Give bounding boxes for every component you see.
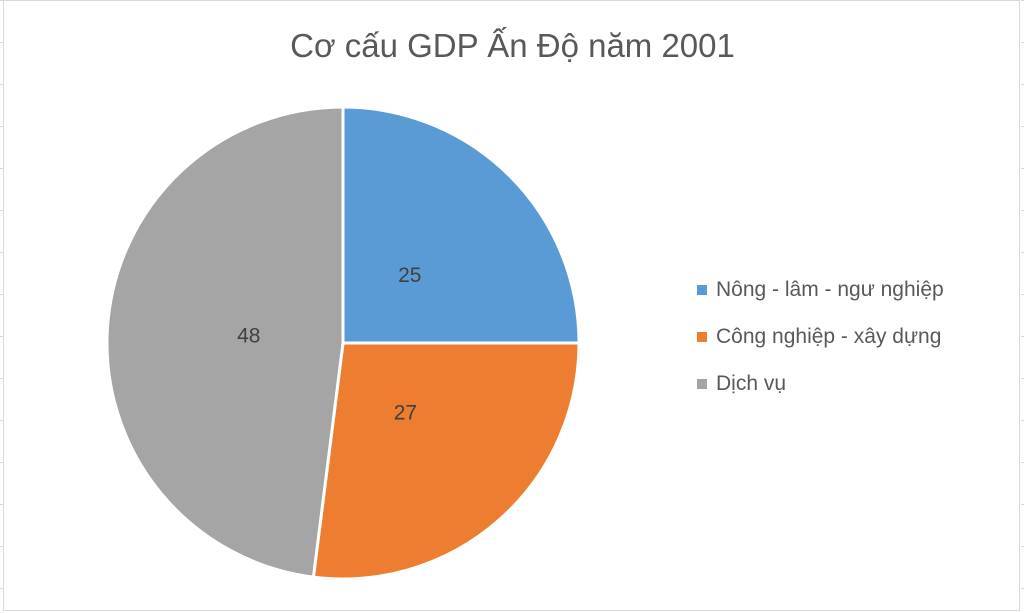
pie-slice-nong-lam-ngu-nghiep[interactable] — [341, 105, 581, 345]
data-label-dich-vu: 48 — [237, 325, 260, 348]
legend-label: Dịch vụ — [716, 372, 787, 395]
legend-item-cong-nghiep-xay-dung: Công nghiệp - xây dựng — [697, 325, 944, 349]
chart-legend: Nông - lâm - ngư nghiệp Công nghiệp - xâ… — [697, 278, 944, 419]
legend-item-nong-lam-ngu-nghiep: Nông - lâm - ngư nghiệp — [697, 278, 944, 302]
pie-slice-dich-vu[interactable] — [105, 105, 345, 579]
data-label-cong-nghiep-xay-dung: 27 — [394, 401, 417, 424]
sheet-gridline-left — [0, 0, 3, 613]
chart-area[interactable]: Cơ cấu GDP Ấn Độ năm 2001 25 27 48 Nông - … — [3, 0, 1020, 611]
pie-chart: 25 27 48 — [105, 105, 581, 581]
legend-swatch — [697, 379, 707, 389]
sheet-gridline-right — [1021, 0, 1024, 613]
chart-title: Cơ cấu GDP Ấn Độ năm 2001 — [290, 27, 735, 64]
data-label-nong-lam-ngu-nghiep: 25 — [398, 264, 421, 287]
legend-swatch — [697, 332, 707, 342]
pie-slice-cong-nghiep-xay-dung[interactable] — [311, 341, 581, 581]
legend-label: Công nghiệp - xây dựng — [716, 325, 942, 348]
legend-item-dich-vu: Dịch vụ — [697, 372, 944, 396]
legend-label: Nông - lâm - ngư nghiệp — [716, 278, 944, 301]
legend-swatch — [697, 285, 707, 295]
